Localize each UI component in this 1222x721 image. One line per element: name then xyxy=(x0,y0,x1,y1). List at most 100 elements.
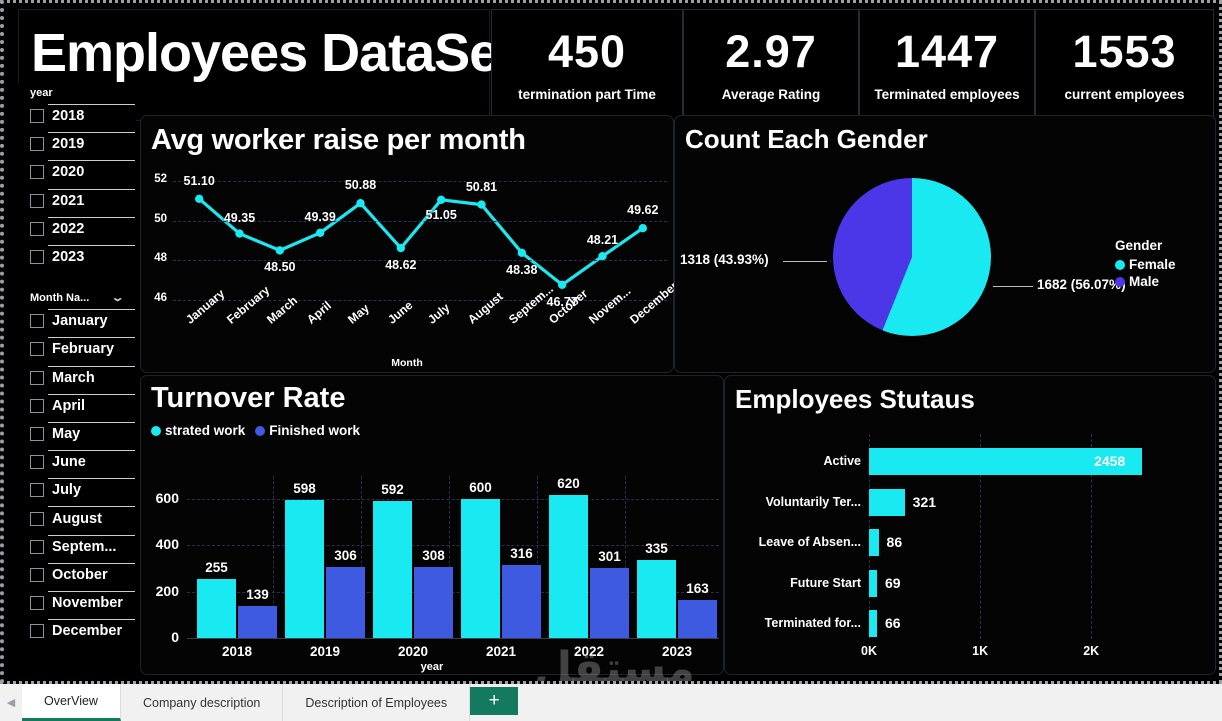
tab-scroll-left-icon[interactable]: ◀ xyxy=(6,697,16,709)
checkbox-icon[interactable] xyxy=(30,426,44,441)
checkbox-icon[interactable] xyxy=(30,455,44,470)
checkbox-icon[interactable] xyxy=(30,567,44,582)
visual-employees-status[interactable]: Employees Stutaus 0K 1K 2K Active 2458 Volunt… xyxy=(724,375,1216,675)
month-slicer-list[interactable]: January February March April May June July Augu… xyxy=(18,307,136,645)
month-slicer-item[interactable]: April xyxy=(18,392,136,420)
page-tab-company-description[interactable]: Company description xyxy=(120,684,284,721)
month-slicer-item[interactable]: May xyxy=(18,420,136,448)
month-slicer-item[interactable]: March xyxy=(18,364,136,392)
month-slicer-item[interactable]: December xyxy=(18,617,136,645)
month-slicer-item[interactable]: November xyxy=(18,589,136,617)
chevron-down-icon[interactable]: ⌄ xyxy=(110,292,125,305)
data-label: 600 xyxy=(469,480,492,496)
page-tab-overview[interactable]: OverView xyxy=(22,684,121,721)
data-point[interactable] xyxy=(396,243,406,253)
bar-finished-work[interactable] xyxy=(414,566,453,638)
data-point[interactable] xyxy=(598,252,607,261)
data-point[interactable] xyxy=(436,195,446,205)
month-slicer-item[interactable]: October xyxy=(18,561,136,589)
pie-label-male: 1318 (43.93%) xyxy=(680,252,769,267)
checkbox-icon[interactable] xyxy=(30,596,44,611)
month-slicer-item[interactable]: February xyxy=(18,335,136,363)
gridline xyxy=(361,476,362,638)
status-bar[interactable] xyxy=(869,610,877,637)
bar-strated-work[interactable] xyxy=(637,560,676,638)
checkbox-icon[interactable] xyxy=(30,398,44,413)
checkbox-icon[interactable] xyxy=(30,342,44,357)
data-point[interactable] xyxy=(275,246,285,255)
year-slicer-item[interactable]: 2021 xyxy=(18,187,136,215)
month-slicer-item[interactable]: Septem... xyxy=(18,533,136,561)
data-point[interactable] xyxy=(517,248,527,258)
data-point[interactable] xyxy=(315,228,325,237)
category-label: Leave of Absen... xyxy=(758,535,861,549)
bar-strated-work[interactable] xyxy=(285,499,324,638)
bar-finished-work[interactable] xyxy=(502,564,541,638)
checkbox-icon[interactable] xyxy=(30,193,44,208)
y-axis-tick: 600 xyxy=(155,490,179,507)
data-label: 69 xyxy=(885,574,901,591)
checkbox-icon[interactable] xyxy=(30,109,44,124)
kpi-card-terminated-employees[interactable]: 1447 Terminated employees xyxy=(859,9,1035,121)
checkbox-icon[interactable] xyxy=(30,624,44,639)
bar-finished-work[interactable] xyxy=(326,567,365,638)
bar-finished-work[interactable] xyxy=(678,600,717,638)
page-tab-description-of-employees[interactable]: Description of Employees xyxy=(283,684,471,721)
legend-label: Finished work xyxy=(269,423,361,438)
data-point[interactable] xyxy=(194,194,204,204)
checkbox-icon[interactable] xyxy=(30,483,44,498)
month-slicer-label: January xyxy=(52,313,108,330)
data-point[interactable] xyxy=(356,198,365,208)
bar-strated-work[interactable] xyxy=(373,500,412,638)
data-label: 86 xyxy=(886,534,903,550)
data-point[interactable] xyxy=(235,229,244,238)
bar-strated-work[interactable] xyxy=(197,578,236,638)
checkbox-icon[interactable] xyxy=(30,539,44,554)
visual-turnover-rate[interactable]: Turnover Rate strated work Finished work… xyxy=(140,375,724,675)
status-bar[interactable] xyxy=(869,448,1143,475)
month-slicer-item[interactable]: June xyxy=(18,448,136,476)
month-slicer-header[interactable]: Month Na... ⌄ xyxy=(18,287,136,307)
bar-finished-work[interactable] xyxy=(590,568,629,638)
data-label: 335 xyxy=(645,541,668,557)
month-slicer-item[interactable]: August xyxy=(18,504,136,532)
pie-chart[interactable] xyxy=(833,178,991,336)
visual-count-each-gender[interactable]: Count Each Gender 1318 (43.93%) 1682 (56… xyxy=(674,115,1216,373)
month-slicer-item[interactable]: July xyxy=(18,476,136,504)
bar-finished-work[interactable] xyxy=(238,605,277,638)
month-slicer-label: April xyxy=(52,397,86,414)
visual-avg-worker-raise[interactable]: Avg worker raise per month 46 48 50 52 51.10… xyxy=(140,115,680,373)
status-bar[interactable] xyxy=(869,569,877,597)
kpi-card-current-employees[interactable]: 1553 current employees xyxy=(1035,9,1214,121)
bar-strated-work[interactable] xyxy=(549,494,588,638)
year-slicer-item[interactable]: 2022 xyxy=(18,215,136,243)
bar-strated-work[interactable] xyxy=(461,499,500,638)
checkbox-icon[interactable] xyxy=(30,137,44,152)
kpi-card-average-rating[interactable]: 2.97 Average Rating xyxy=(683,9,859,121)
checkbox-icon[interactable] xyxy=(30,314,44,329)
year-slicer-list[interactable]: 2018 2019 2020 2021 2022 2023 xyxy=(18,102,136,271)
data-point[interactable] xyxy=(557,280,567,289)
add-page-button[interactable]: + xyxy=(470,687,519,715)
data-point[interactable] xyxy=(638,224,648,233)
legend-item-started-work[interactable]: strated work xyxy=(151,423,245,438)
month-slicer-item[interactable]: January xyxy=(18,307,136,335)
legend-item-female[interactable]: Female xyxy=(1115,257,1176,272)
data-point[interactable] xyxy=(477,200,486,209)
year-slicer-item[interactable]: 2020 xyxy=(18,158,136,186)
year-slicer-item[interactable]: 2023 xyxy=(18,243,136,271)
kpi-card-termination-part-time[interactable]: 450 termination part Time xyxy=(491,9,683,121)
checkbox-icon[interactable] xyxy=(30,221,44,236)
checkbox-icon[interactable] xyxy=(30,370,44,385)
legend-item-finished-work[interactable]: Finished work xyxy=(255,423,360,438)
checkbox-icon[interactable] xyxy=(30,165,44,180)
status-bar[interactable] xyxy=(869,488,905,516)
gridline xyxy=(173,180,667,182)
year-slicer-item[interactable]: 2019 xyxy=(18,130,136,158)
year-slicer-item[interactable]: 2018 xyxy=(18,102,136,130)
legend-item-male[interactable]: Male xyxy=(1115,274,1176,289)
checkbox-icon[interactable] xyxy=(30,511,44,526)
checkbox-icon[interactable] xyxy=(30,250,44,265)
status-bar[interactable] xyxy=(869,529,879,556)
